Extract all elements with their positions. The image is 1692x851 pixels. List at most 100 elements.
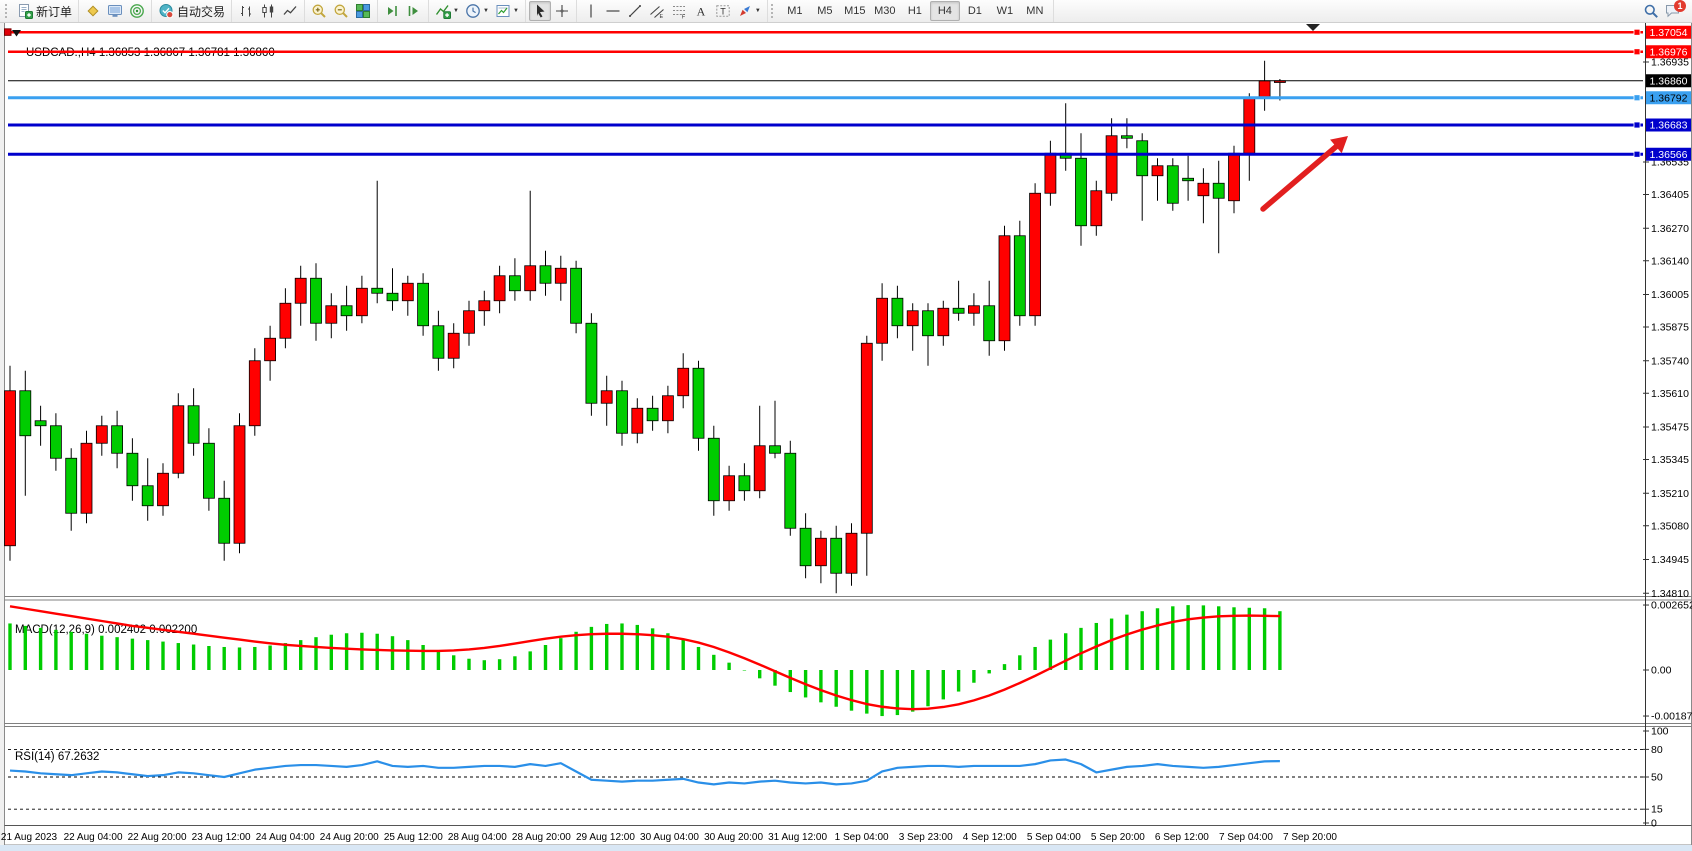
new-order-icon (19, 4, 33, 19)
trendline-button[interactable] (624, 1, 646, 21)
svg-text:E: E (659, 14, 663, 19)
toolbar-group: E F A T ▼ (577, 0, 768, 22)
toolbar-group: ▼ ▼ ▼ (429, 0, 526, 22)
tf-d1-button-label: D1 (967, 5, 982, 17)
toolbar-group: M1 M5 M15 M30 H1 H4 D1 W1 MN (768, 0, 1054, 22)
zoom-out-icon (334, 4, 348, 18)
metaeditor-icon (108, 5, 123, 17)
tf-h4-button[interactable]: H4 (929, 1, 960, 21)
metaeditor-button[interactable] (104, 1, 126, 21)
zoom-in-button[interactable] (308, 1, 330, 21)
templates-button[interactable]: ▼ (492, 1, 522, 21)
trendline-icon (628, 5, 641, 17)
rsi-indicator-label: RSI(14) 67.2632 (15, 751, 100, 763)
tf-m5-button[interactable]: M5 (810, 1, 840, 21)
candlestick-chart-button[interactable] (257, 1, 279, 21)
chevron-down-icon: ▼ (512, 8, 519, 14)
fibonacci-button[interactable]: F (668, 1, 690, 21)
tf-h1-button-label: H1 (907, 5, 922, 17)
status-bar-strip (0, 845, 1692, 851)
clock-icon (466, 4, 480, 18)
toolbar-group (305, 0, 379, 22)
chart-shift-button[interactable] (403, 1, 425, 21)
zoom-in-icon (312, 4, 326, 18)
tf-m15-button[interactable]: M15 (840, 1, 870, 21)
arrows-icon (739, 6, 750, 16)
vertical-line-button[interactable] (580, 1, 602, 21)
toolbar-group (378, 0, 430, 22)
text-button[interactable]: A (690, 1, 712, 21)
periods-button[interactable]: ▼ (462, 1, 492, 21)
search-button[interactable] (1640, 1, 1662, 21)
tile-windows-icon (356, 4, 371, 18)
toolbar-grip (5, 4, 11, 18)
template-icon (496, 5, 510, 17)
tf-mn-button-label: MN (1026, 5, 1044, 17)
signals-button[interactable] (126, 1, 148, 21)
toolbar-group (79, 0, 153, 22)
tf-h1-button[interactable]: H1 (900, 1, 930, 21)
notifications-button[interactable]: 1 (1662, 0, 1686, 21)
indicators-icon (435, 5, 452, 19)
text-icon: A (696, 5, 705, 19)
toolbar-group (526, 0, 577, 22)
autotrading-button[interactable]: 自动交易 (155, 1, 228, 21)
fibonacci-icon: F (672, 6, 686, 19)
svg-text:A: A (696, 5, 705, 19)
bar-chart-icon (241, 6, 252, 17)
macd-indicator-label: MACD(12,26,9) 0.002402 0.002200 (15, 624, 198, 636)
auto-scroll-icon (388, 6, 397, 16)
search-icon (1644, 4, 1658, 18)
hline-icon (606, 10, 620, 12)
tf-m1-button-label: M1 (787, 5, 803, 17)
toolbar-group: 新订单 (2, 0, 80, 22)
line-chart-icon (283, 6, 297, 15)
auto-scroll-button[interactable] (381, 1, 403, 21)
new-order-button[interactable]: 新订单 (14, 1, 75, 21)
autotrading-button-label: 自动交易 (177, 4, 226, 19)
notification-badge: 1 (1674, 0, 1686, 12)
crosshair-icon (555, 5, 568, 17)
text-label-button[interactable]: T (712, 1, 734, 21)
layouts-button[interactable] (82, 1, 104, 21)
indicators-button[interactable]: ▼ (432, 1, 462, 21)
chevron-down-icon: ▼ (453, 8, 459, 14)
tf-h4-button-label: H4 (937, 5, 952, 17)
line-chart-button[interactable] (279, 1, 301, 21)
text-label-icon: T (716, 5, 730, 17)
equidistant-channel-button[interactable]: E (646, 1, 668, 21)
svg-text:T: T (720, 7, 726, 17)
layouts-icon (87, 5, 99, 17)
chart-title: USDCAD.,H4 1.36853 1.36867 1.36781 1.368… (26, 47, 275, 59)
bar-chart-button[interactable] (235, 1, 257, 21)
chart-window[interactable]: USDCAD.,H4 1.36853 1.36867 1.36781 1.368… (4, 22, 1692, 845)
autotrading-icon (159, 4, 174, 19)
toolbar-group: 1 (1637, 0, 1692, 22)
tf-m1-button[interactable]: M1 (780, 1, 810, 21)
toolbar: 新订单 自动交易 ▼ ▼ ▼ E F A T ▼ M1 M5 M15 M30 H1 H4 D1 W1 MN 1 (0, 0, 1692, 23)
cursor-button[interactable] (528, 1, 551, 21)
chart-shift-icon (408, 6, 419, 16)
tf-m15-button-label: M15 (844, 5, 866, 17)
tf-m5-button-label: M5 (817, 5, 833, 17)
zoom-out-button[interactable] (330, 1, 352, 21)
candlestick-icon (262, 4, 274, 18)
svg-text:F: F (682, 14, 686, 19)
new-order-button-label: 新订单 (36, 4, 73, 19)
tf-d1-button[interactable]: D1 (960, 1, 990, 21)
tf-m30-button-label: M30 (874, 5, 896, 17)
channel-icon: E (650, 6, 664, 19)
tf-m30-button[interactable]: M30 (870, 1, 900, 21)
tf-w1-button[interactable]: W1 (990, 1, 1020, 21)
cursor-icon (536, 4, 545, 18)
toolbar-grip (770, 4, 777, 18)
crosshair-button[interactable] (551, 1, 573, 21)
chevron-down-icon: ▼ (482, 8, 489, 14)
tf-mn-button[interactable]: MN (1020, 1, 1050, 21)
tile-windows-button[interactable] (352, 1, 374, 21)
chevron-down-icon: ▼ (754, 8, 761, 14)
horizontal-line-button[interactable] (602, 1, 624, 21)
signals-icon (130, 4, 144, 18)
toolbar-group: 自动交易 (152, 0, 233, 22)
arrows-button[interactable]: ▼ (734, 1, 764, 21)
